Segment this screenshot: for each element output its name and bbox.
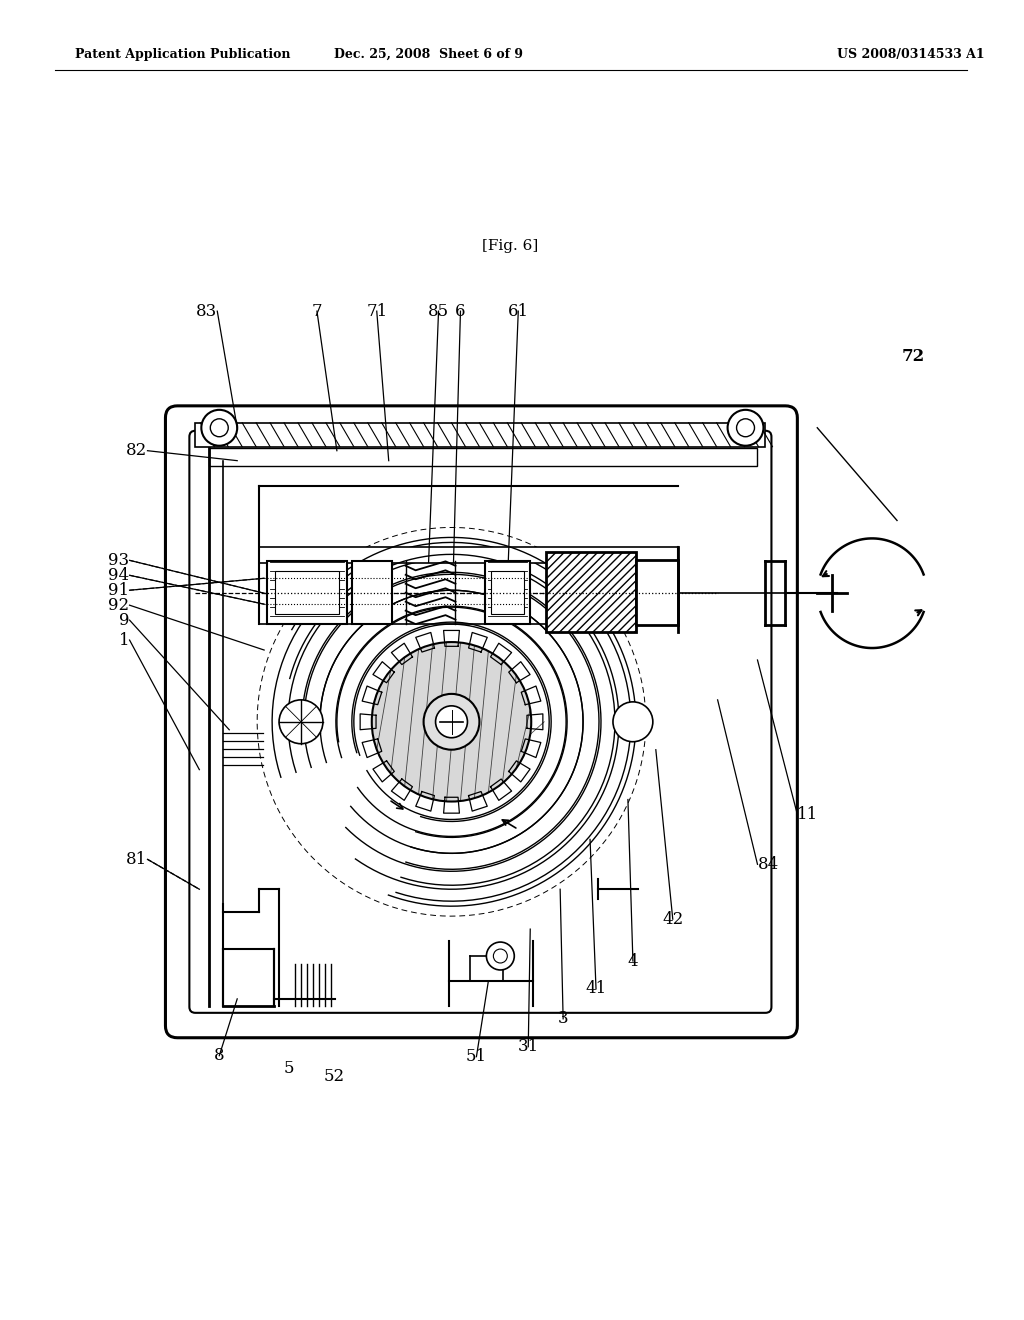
Text: 4: 4 [628, 953, 638, 969]
Bar [196, 422, 766, 446]
Text: 11: 11 [798, 807, 818, 822]
Text: 1: 1 [119, 631, 130, 648]
Bar [267, 561, 347, 624]
Bar [485, 561, 530, 624]
Text: 7: 7 [311, 302, 323, 319]
Text: 42: 42 [663, 911, 683, 928]
Bar [209, 447, 758, 466]
Text: 31: 31 [517, 1039, 539, 1055]
Bar [352, 561, 392, 624]
Circle shape [736, 418, 755, 437]
Text: 83: 83 [196, 302, 217, 319]
Text: 94: 94 [109, 566, 130, 583]
Text: [Fig. 6]: [Fig. 6] [482, 239, 539, 253]
Text: 84: 84 [758, 855, 778, 873]
Circle shape [435, 706, 467, 738]
Text: US 2008/0314533 A1: US 2008/0314533 A1 [838, 48, 985, 61]
Text: 82: 82 [126, 442, 147, 459]
Bar [259, 548, 678, 564]
Bar [546, 552, 636, 632]
Text: 5: 5 [284, 1060, 294, 1077]
FancyBboxPatch shape [166, 405, 798, 1038]
Circle shape [210, 418, 228, 437]
Text: 91: 91 [109, 582, 130, 599]
Circle shape [372, 642, 531, 801]
Circle shape [494, 949, 507, 964]
Circle shape [613, 702, 653, 742]
Text: 85: 85 [428, 302, 450, 319]
Circle shape [280, 700, 323, 743]
Circle shape [202, 409, 238, 446]
Text: 6: 6 [456, 302, 466, 319]
Circle shape [486, 942, 514, 970]
Text: 8: 8 [214, 1047, 224, 1064]
Text: 3: 3 [558, 1010, 568, 1027]
Text: 61: 61 [508, 302, 528, 319]
Text: 52: 52 [324, 1068, 344, 1085]
Text: Dec. 25, 2008  Sheet 6 of 9: Dec. 25, 2008 Sheet 6 of 9 [334, 48, 523, 61]
Bar [636, 560, 678, 626]
Text: 81: 81 [126, 851, 147, 867]
Text: 93: 93 [109, 552, 130, 569]
Text: 92: 92 [109, 597, 130, 614]
Circle shape [424, 694, 479, 750]
Bar [492, 572, 524, 614]
Text: Patent Application Publication: Patent Application Publication [75, 48, 290, 61]
Text: 9: 9 [119, 611, 130, 628]
Bar [275, 572, 339, 614]
Text: 51: 51 [466, 1048, 487, 1065]
Text: 41: 41 [586, 981, 606, 998]
Text: 71: 71 [367, 302, 387, 319]
Circle shape [728, 409, 764, 446]
Text: 72: 72 [902, 347, 926, 364]
